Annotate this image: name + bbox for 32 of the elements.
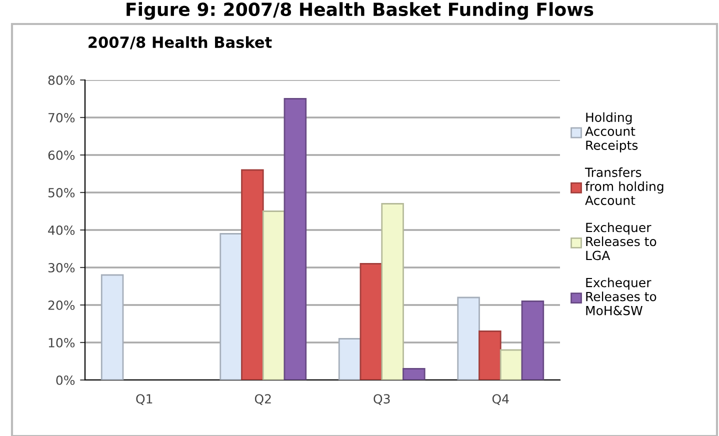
y-tick-label: 70% (48, 112, 75, 122)
y-tick-label: 80% (48, 75, 75, 85)
legend-label: Exchequer Releases to MoH&SW (586, 278, 656, 316)
y-tick-label: 50% (48, 188, 75, 198)
legend-label: Transfers from holding Account (584, 167, 664, 206)
bar (360, 263, 383, 380)
bar (241, 169, 264, 380)
bar (402, 368, 426, 380)
y-tick-label: 10% (48, 338, 75, 348)
legend-label: Holding Account Receipts (585, 112, 638, 152)
bar (381, 203, 404, 380)
x-tick-label: Q1 (136, 394, 152, 405)
y-tick-label: 0% (56, 375, 75, 385)
chart-subtitle: 2007/8 Health Basket (88, 36, 272, 50)
bar (521, 300, 544, 380)
bar (500, 349, 523, 380)
bar (220, 233, 242, 380)
x-tick-label: Q2 (254, 394, 271, 405)
bar (100, 274, 124, 380)
bar (478, 330, 502, 380)
x-tick-label: Q4 (492, 394, 509, 405)
y-tick-label: 20% (48, 300, 75, 310)
bar (457, 296, 480, 380)
bar (338, 338, 362, 380)
x-tick-label: Q3 (374, 394, 390, 405)
y-tick-label: 40% (48, 225, 75, 235)
chart-title: Figure 9: 2007/8 Health Basket Funding Flows (126, 2, 594, 20)
y-tick-label: 30% (48, 262, 75, 272)
bar (284, 98, 307, 380)
bar (262, 210, 286, 380)
y-tick-label: 60% (48, 150, 75, 160)
legend-label: Exchequer Releases to LGA (586, 222, 656, 260)
